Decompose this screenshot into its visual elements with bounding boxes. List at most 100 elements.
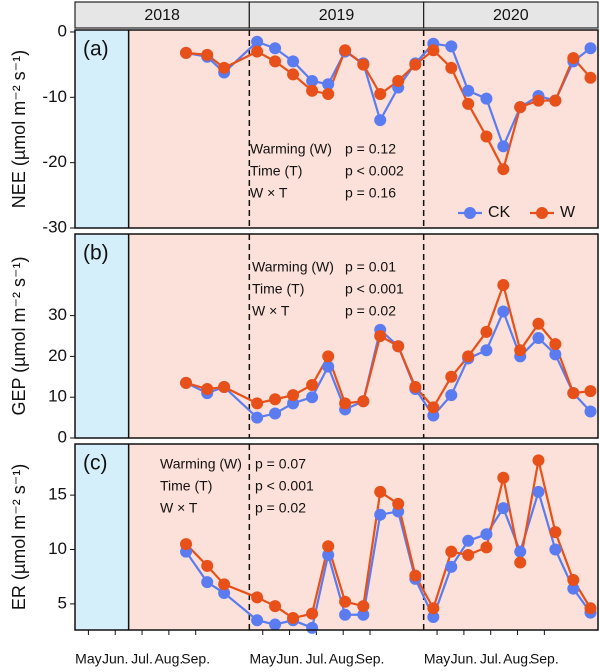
facet-strip [74, 1, 250, 29]
stat-p: p < 0.001 [345, 281, 404, 297]
data-point [462, 84, 475, 97]
pretreatment-shade [75, 30, 129, 228]
panel-frame [74, 29, 599, 229]
stat-p: p = 0.16 [345, 185, 396, 201]
data-point [445, 389, 458, 402]
stat-label: Time (T) [250, 163, 302, 179]
data-point [497, 163, 510, 176]
x-tick-label: May [75, 651, 101, 667]
data-point [339, 608, 352, 621]
data-point [567, 387, 580, 400]
data-point [584, 405, 597, 418]
data-point [497, 279, 510, 291]
data-point [549, 348, 562, 361]
facet-strip [248, 1, 425, 29]
data-point [251, 591, 264, 604]
data-point [514, 545, 527, 558]
data-point [445, 61, 458, 74]
y-tick-label: 10 [48, 387, 67, 406]
data-point [584, 602, 597, 615]
data-point [269, 600, 282, 613]
data-point [251, 397, 264, 410]
data-point [392, 340, 405, 353]
data-point [532, 94, 545, 107]
data-point [306, 621, 319, 634]
data-point [532, 485, 545, 498]
data-point [462, 548, 475, 561]
x-tick-label: Jun. [451, 651, 477, 667]
data-point [584, 71, 597, 84]
data-point [480, 92, 493, 105]
data-point [269, 55, 282, 68]
data-point [287, 389, 300, 402]
data-point [480, 541, 493, 554]
panel-bg [75, 30, 598, 228]
y-tick-label: 5 [58, 593, 67, 612]
data-point [427, 44, 440, 57]
data-point [567, 573, 580, 586]
data-point [497, 502, 510, 515]
x-tick-label: Sep. [530, 651, 559, 667]
data-point [339, 44, 352, 57]
data-point [322, 350, 335, 363]
data-point [306, 391, 319, 404]
data-point [514, 556, 527, 569]
data-point [269, 393, 282, 406]
data-point [357, 395, 370, 408]
data-point [480, 528, 493, 541]
data-point [392, 74, 405, 87]
pretreatment-shade [75, 234, 129, 438]
y-tick-label: -10 [42, 87, 67, 106]
data-point [427, 602, 440, 615]
legend-label: CK [488, 204, 511, 221]
data-point [409, 58, 422, 71]
facet-label: 2018 [144, 7, 180, 24]
x-tick-label: Aug. [503, 651, 532, 667]
data-point [287, 68, 300, 81]
legend-label: W [560, 204, 576, 221]
data-point [462, 350, 475, 363]
x-tick-label: May [250, 651, 276, 667]
data-point [322, 88, 335, 101]
data-point [497, 305, 510, 318]
data-point [480, 344, 493, 357]
x-tick-label: Sep. [356, 651, 385, 667]
panel-label: (c) [83, 452, 108, 475]
data-point [287, 612, 300, 625]
y-axis-title: ER (µmol m⁻² s⁻¹) [9, 464, 29, 610]
y-tick-label: 0 [58, 21, 67, 40]
data-point [409, 381, 422, 393]
data-point [532, 454, 545, 467]
pretreatment-shade [75, 444, 129, 630]
data-point [269, 618, 282, 631]
x-tick-label: Jul. [480, 651, 502, 667]
data-point [218, 61, 231, 74]
data-point [251, 411, 264, 424]
data-point [567, 52, 580, 65]
y-tick-label: -30 [42, 217, 67, 236]
y-tick-label: 15 [48, 485, 67, 504]
data-point [462, 534, 475, 547]
data-point [514, 101, 527, 114]
data-point [306, 84, 319, 97]
legend-marker [464, 207, 476, 219]
panel-bg [75, 444, 598, 630]
y-axis-title: NEE (µmol m⁻² s⁻¹) [9, 50, 29, 208]
data-point [409, 569, 422, 582]
data-point [218, 381, 231, 393]
y-axis-title: GEP (µmol m⁻² s⁻¹) [9, 256, 29, 415]
y-tick-label: -20 [42, 152, 67, 171]
data-point [218, 587, 231, 600]
stat-label: Time (T) [160, 478, 212, 494]
data-point [269, 407, 282, 420]
data-point [374, 88, 387, 101]
data-point [201, 383, 214, 396]
stat-label: W × T [160, 500, 198, 516]
data-point [374, 114, 387, 127]
data-point [427, 610, 440, 623]
stat-p: p = 0.12 [345, 141, 396, 157]
x-tick-label: Jul. [131, 651, 153, 667]
data-point [462, 97, 475, 110]
data-point [374, 508, 387, 521]
